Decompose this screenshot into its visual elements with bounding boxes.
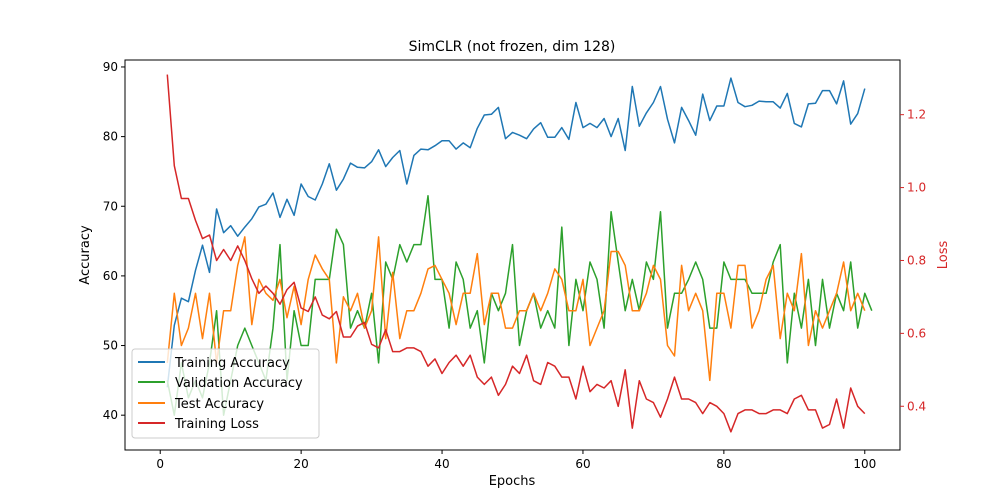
y2-axis-label: Loss (936, 241, 951, 270)
x-tick-label: 80 (716, 457, 731, 471)
y2-tick-label: 0.4 (907, 399, 926, 413)
x-tick-label: 100 (853, 457, 876, 471)
y2-tick-label: 1.2 (907, 108, 926, 122)
plot-frame (124, 59, 901, 451)
y-tick-label: 40 (103, 408, 118, 422)
legend-label-test-accuracy: Test Accuracy (174, 397, 264, 412)
series-line-training-accuracy (166, 77, 866, 388)
y2-tick-label: 0.8 (907, 253, 926, 267)
x-tick-label: 0 (156, 457, 164, 471)
legend-label-training-loss: Training Loss (174, 417, 259, 432)
x-tick-label: 40 (434, 457, 449, 471)
y-tick-label: 50 (103, 339, 118, 353)
y2-tick-label: 1.0 (907, 181, 926, 195)
y-tick-label: 80 (103, 130, 118, 144)
legend-label-validation-accuracy: Validation Accuracy (175, 376, 303, 391)
legend-box (131, 348, 320, 439)
series-line-validation-accuracy (166, 195, 873, 416)
series-line-training-loss (166, 74, 866, 433)
chart-title: SimCLR (not frozen, dim 128) (409, 39, 616, 55)
y-tick-label: 90 (103, 60, 118, 74)
plot-area: 0 20 40 60 80 100 40 50 60 70 80 90 0.4 0.6 0.8 1.0 1.2 (103, 59, 926, 471)
legend-label-training-accuracy: Training Accuracy (174, 356, 290, 371)
y-axis-label: Accuracy (78, 225, 93, 285)
x-axis-label: Epochs (489, 474, 536, 489)
legend: Training Accuracy Validation Accuracy Te… (131, 348, 320, 439)
x-tick-label: 60 (575, 457, 590, 471)
x-tick-label: 20 (293, 457, 308, 471)
y2-tick-label: 0.6 (907, 326, 926, 340)
y-tick-label: 60 (103, 269, 118, 283)
y-tick-label: 70 (103, 199, 118, 213)
